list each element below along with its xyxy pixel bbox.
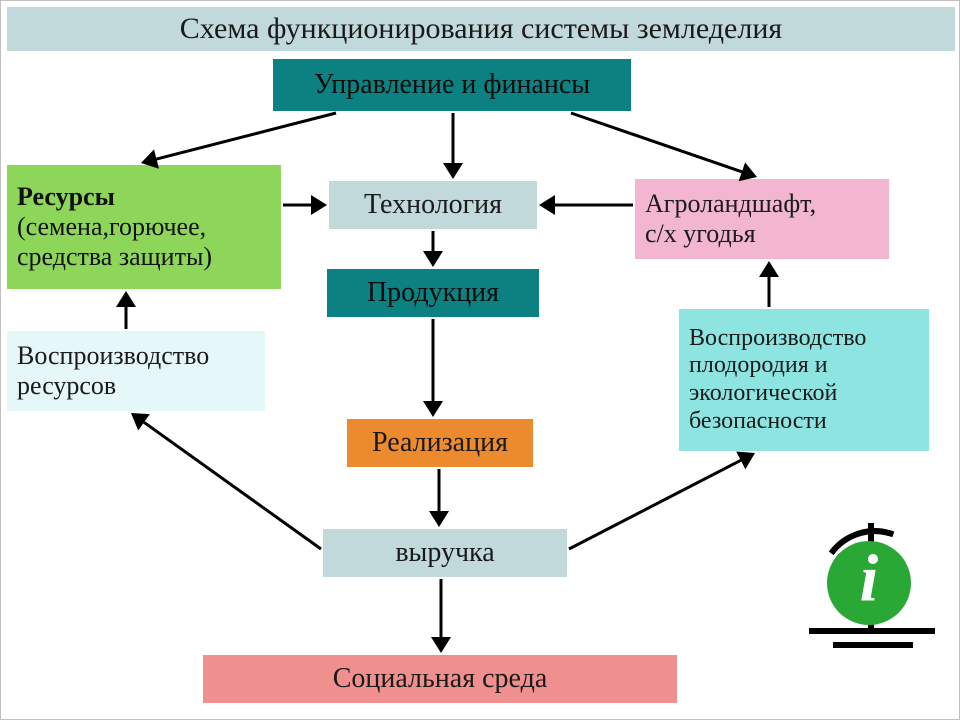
svg-text:i: i: [860, 541, 879, 616]
node-resources-label: Ресурсы(семена,горючее,средства защиты): [17, 182, 212, 272]
node-products-label: Продукция: [367, 277, 499, 309]
node-products: Продукция: [327, 269, 539, 317]
node-reprod-fertility: Воспроизводствоплодородия иэкологической…: [679, 309, 929, 451]
node-technology-label: Технология: [364, 189, 502, 221]
node-management-label: Управление и финансы: [314, 69, 590, 101]
node-social: Социальная среда: [203, 655, 677, 703]
node-revenue-label: выручка: [395, 537, 494, 569]
node-resources: Ресурсы(семена,горючее,средства защиты): [7, 165, 281, 289]
title-bar: Схема функционирования системы земледели…: [7, 7, 955, 51]
node-agrolandscape-label: Агроландшафт,с/х угодья: [645, 189, 816, 249]
node-management: Управление и финансы: [273, 59, 631, 111]
node-revenue: выручка: [323, 529, 567, 577]
node-technology: Технология: [329, 181, 537, 229]
info-icon: i: [767, 481, 960, 685]
node-reprod-fertility-label: Воспроизводствоплодородия иэкологической…: [689, 325, 866, 435]
node-realization-label: Реализация: [372, 427, 508, 459]
node-realization: Реализация: [347, 419, 533, 467]
title-text: Схема функционирования системы земледели…: [180, 12, 782, 47]
node-reprod-resources-label: Воспроизводстворесурсов: [17, 341, 209, 401]
diagram-stage: Схема функционирования системы земледели…: [0, 0, 960, 720]
node-social-label: Социальная среда: [333, 663, 548, 695]
node-reprod-resources: Воспроизводстворесурсов: [7, 331, 265, 411]
node-agrolandscape: Агроландшафт,с/х угодья: [635, 179, 889, 259]
